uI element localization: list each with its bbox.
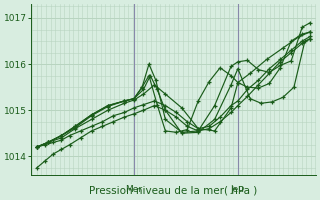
Text: Jeu: Jeu [231, 185, 245, 194]
X-axis label: Pression niveau de la mer( hPa ): Pression niveau de la mer( hPa ) [90, 186, 258, 196]
Text: Mer: Mer [125, 185, 142, 194]
